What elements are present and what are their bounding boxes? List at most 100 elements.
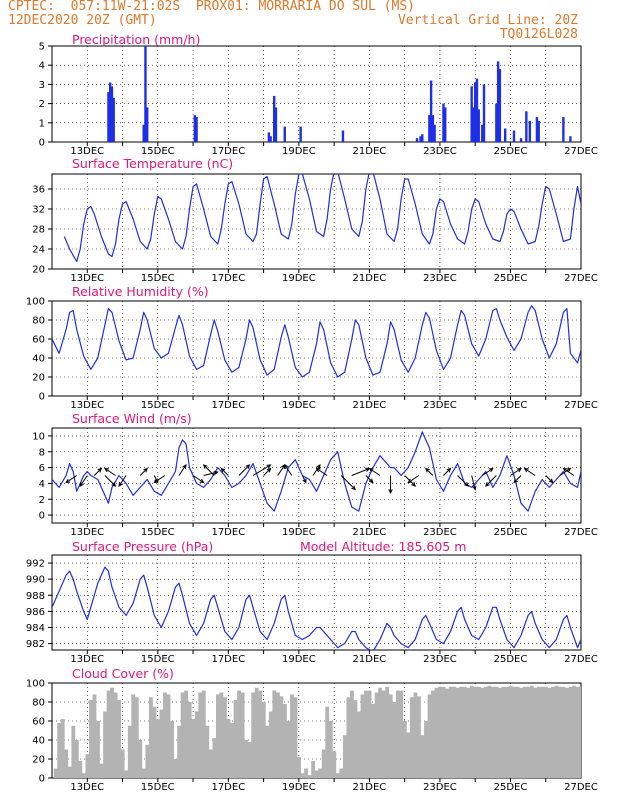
wind-arrow <box>118 475 127 487</box>
wind-arrow-shaft <box>365 475 374 483</box>
wind-arrow-head <box>368 467 374 473</box>
wind-arrow-head <box>411 482 416 487</box>
wind-arrow-shaft <box>524 468 536 476</box>
wind-arrow <box>457 475 469 487</box>
precip-xtick-label: 25DEC <box>494 146 528 157</box>
cloud-marks <box>53 685 581 778</box>
wind-arrow-head <box>488 467 494 473</box>
pres-title: Surface Pressure (hPa) <box>72 539 213 554</box>
rh-xtick-label: 23DEC <box>423 400 457 411</box>
wind-marks <box>52 431 581 512</box>
cloud-bar <box>120 749 125 778</box>
wind-arrow-head <box>315 467 321 473</box>
wind-arrow-head <box>143 467 148 473</box>
precip-bar <box>481 124 484 142</box>
wind-arrow-shaft <box>93 468 102 476</box>
cloud-bar <box>282 703 287 778</box>
wind-arrow-shaft <box>238 464 250 476</box>
wind-arrow <box>443 467 452 476</box>
rh-ytick-label: 80 <box>32 316 45 327</box>
rh-frame <box>51 300 582 397</box>
cloud-bar <box>74 740 79 778</box>
wind-arrow-shaft <box>220 468 229 476</box>
precip-bar <box>562 117 565 142</box>
cloud-bar <box>240 692 245 778</box>
wind-arrow-shaft <box>404 475 416 487</box>
cloud-bar <box>501 686 506 778</box>
cloud-bar <box>268 711 273 778</box>
wind-arrow <box>351 467 371 476</box>
cloud-xtick-label: 27DEC <box>564 782 598 793</box>
precip-bar <box>110 86 114 142</box>
wind-arrow <box>365 475 374 484</box>
cloud-bar <box>96 721 100 778</box>
pres-xtick-label: 15DEC <box>141 654 175 665</box>
precip-bar <box>525 111 528 142</box>
panel-precip: 0 1 2 3 4 5 13DEC 15DEC 17DEC 19DEC 21DEC 23DEC 25DE… <box>39 32 598 157</box>
cloud-bar <box>455 687 460 778</box>
cloud-bar <box>441 686 446 778</box>
temp-ytick-label: 28 <box>32 225 45 236</box>
wind-ytick-label: 8 <box>39 447 45 458</box>
cloud-bar <box>522 686 527 778</box>
cloud-bar <box>494 686 499 778</box>
cloud-bar <box>480 687 485 778</box>
wind-ytick-label: 6 <box>39 463 45 474</box>
precip-bar <box>528 120 532 142</box>
precip-bar <box>519 138 523 142</box>
wind-arrow-head <box>472 485 477 491</box>
wind-arrow-shaft <box>104 468 116 476</box>
cloud-bar <box>60 719 65 778</box>
cloud-bar <box>547 687 552 778</box>
wind-arrow-shaft <box>65 475 77 483</box>
precip-bar <box>442 103 445 142</box>
precip-bar <box>108 82 112 142</box>
precip-ytick-label: 1 <box>39 118 45 129</box>
panel-pres: 982 984 986 988 990 992 13DEC 15DEC 17DEC 19DEC 21… <box>26 539 598 665</box>
cloud-xtick-label: 13DEC <box>70 782 104 793</box>
precip-bar <box>112 97 115 142</box>
cloud-bar <box>438 686 442 778</box>
header-line3-right: TQ0126L028 <box>499 27 578 42</box>
precip-bar <box>475 78 479 142</box>
wind-arrow-head <box>351 485 356 491</box>
wind-arrow-head <box>562 467 568 473</box>
wind-arrow <box>312 464 321 476</box>
cloud-bar <box>191 719 196 778</box>
cloud-bar <box>551 686 555 778</box>
cloud-bar <box>134 697 139 778</box>
precip-bar <box>269 136 272 142</box>
wind-arrow-head <box>548 478 554 484</box>
wind-arrow-head <box>65 478 71 484</box>
rh-series-line <box>52 305 581 378</box>
cloud-bar <box>526 686 531 778</box>
temp-ytick-label: 20 <box>32 265 45 276</box>
wind-arrow-shaft <box>192 475 204 483</box>
rh-xtick-label: 27DEC <box>564 400 598 411</box>
wind-arrow-head <box>266 464 272 469</box>
rh-ytick-label: 20 <box>32 373 45 384</box>
cloud-ytick-label: 60 <box>32 717 45 728</box>
wind-xtick-label: 17DEC <box>211 527 245 538</box>
cloud-bar <box>515 686 520 778</box>
wind-arrow <box>481 467 494 476</box>
cloud-bar <box>198 692 203 778</box>
pres-xtick-label: 23DEC <box>423 654 457 665</box>
wind-arrow <box>79 475 88 487</box>
cloud-bar <box>307 775 312 778</box>
rh-xtick-label: 19DEC <box>282 400 316 411</box>
wind-arrow-shaft <box>316 468 328 476</box>
wind-arrow-head <box>302 478 307 484</box>
cloud-ytick-label: 40 <box>32 736 45 747</box>
wind-arrow-shaft <box>284 464 293 476</box>
wind-arrow-head <box>388 489 393 495</box>
cloud-bar <box>110 687 115 778</box>
cloud-bar <box>311 760 316 778</box>
cloud-bar <box>113 692 118 778</box>
cloud-bar <box>579 686 581 778</box>
precip-bar <box>444 107 447 142</box>
cloud-bar <box>388 694 393 778</box>
wind-arrow-head <box>425 467 430 473</box>
wind-arrow <box>523 467 536 476</box>
wind-xtick-label: 23DEC <box>423 527 457 538</box>
